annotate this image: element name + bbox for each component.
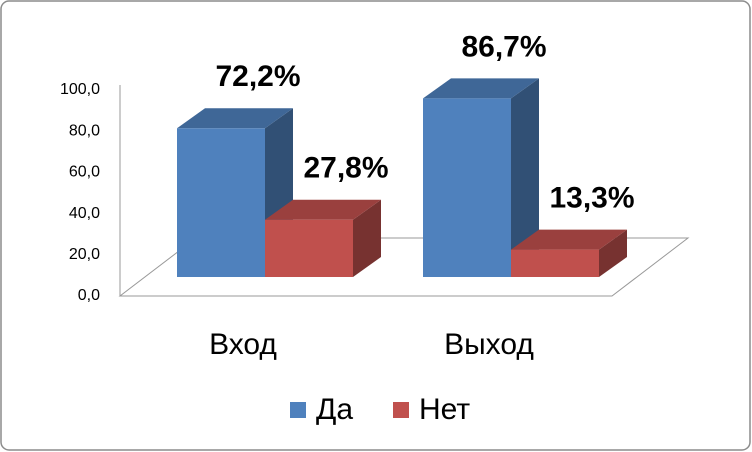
bar-top	[423, 78, 539, 99]
bar-top	[265, 199, 381, 220]
bar	[177, 128, 265, 277]
y-tick-label: 20,0	[69, 246, 100, 263]
bar-side	[353, 199, 381, 277]
data-label: 13,3%	[549, 182, 634, 215]
bar-side	[511, 78, 539, 277]
bar-top	[511, 229, 627, 250]
floor	[118, 85, 690, 297]
bar	[511, 249, 599, 277]
legend-swatch	[290, 402, 306, 418]
bar-top	[177, 108, 293, 129]
y-tick-label: 60,0	[69, 164, 100, 181]
bar	[265, 219, 353, 277]
bar-side	[599, 229, 627, 277]
y-tick-label: 40,0	[69, 205, 100, 222]
legend-label: Нет	[419, 393, 470, 426]
data-label: 72,2%	[215, 60, 300, 93]
data-label: 27,8%	[303, 152, 388, 185]
legend-label: Да	[316, 393, 353, 426]
x-tick-label: Вход	[209, 328, 277, 361]
y-tick-label: 100,0	[60, 81, 100, 98]
y-tick-label: 80,0	[69, 122, 100, 139]
legend-swatch	[393, 402, 409, 418]
data-label: 86,7%	[461, 30, 546, 63]
floor-plane	[118, 237, 690, 297]
x-tick-label: Выход	[444, 328, 534, 361]
y-tick-label: 0,0	[78, 287, 100, 304]
bar	[423, 98, 511, 277]
